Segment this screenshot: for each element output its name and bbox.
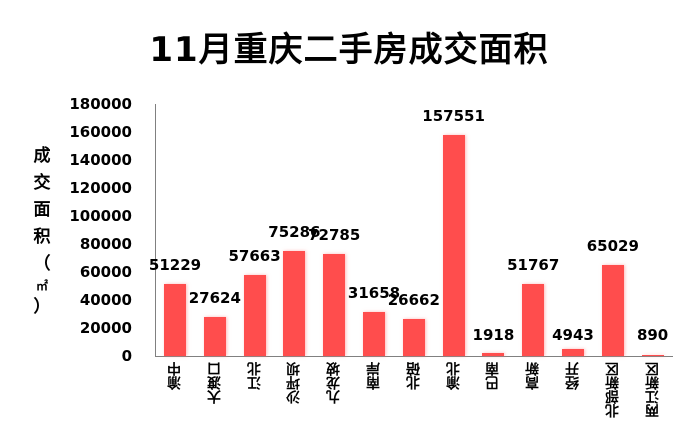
bar-value-label: 1918 <box>472 326 515 344</box>
y-axis-label-char: 交 <box>33 173 51 193</box>
y-axis-label: 成交面积 （ ㎡ ） <box>30 143 54 321</box>
y-tick-label: 40000 <box>79 291 132 309</box>
y-axis-label-char: ） <box>33 297 51 317</box>
x-tick-label-text: 江北 <box>246 362 263 390</box>
x-tick-label: 巴南 <box>483 362 503 390</box>
x-tick-label: 沙坪坝 <box>284 362 304 404</box>
y-tick-label: 180000 <box>69 95 132 113</box>
y-tick-label: 0 <box>121 347 132 365</box>
x-tick-label-text: 大渡口 <box>206 362 223 404</box>
bar-value-label: 51767 <box>507 255 560 274</box>
x-tick-label: 渝中 <box>165 362 185 390</box>
bar-value-label: 4943 <box>552 326 594 344</box>
bar <box>562 349 584 356</box>
x-axis-line <box>155 356 673 357</box>
bar <box>283 250 306 356</box>
bar <box>482 353 505 356</box>
bar <box>522 283 545 356</box>
x-tick-label: 南岸 <box>364 362 384 390</box>
x-tick-label: 高新 <box>523 362 543 390</box>
y-axis-label-char: 积 <box>33 227 51 247</box>
bar-value-label: 26662 <box>387 290 440 309</box>
y-tick-label: 60000 <box>79 263 132 281</box>
bar <box>601 264 624 356</box>
x-tick-label: 江北 <box>245 362 265 390</box>
y-axis-label-char: 面 <box>33 200 51 220</box>
bar <box>363 311 385 356</box>
x-tick-label-text: 南岸 <box>366 362 382 390</box>
bar-value-label: 72785 <box>308 226 361 245</box>
bar-value-label: 51229 <box>148 256 202 275</box>
x-tick-label-text: 渝中 <box>167 362 183 390</box>
bar <box>402 318 425 356</box>
x-tick-label-text: 巴南 <box>485 362 502 390</box>
bar-value-label: 65029 <box>586 236 639 255</box>
chart-title: 11月重庆二手房成交面积 <box>149 30 549 70</box>
bar-value-label: 890 <box>636 326 669 344</box>
y-tick-label: 20000 <box>79 319 132 337</box>
bar <box>243 275 266 356</box>
y-axis-label-char: （ <box>33 254 51 274</box>
bar-value-label: 75286 <box>268 222 321 241</box>
bar <box>164 284 186 356</box>
x-tick-label-text: 九龙坡 <box>326 362 343 404</box>
x-tick-label-text: 渝北 <box>445 362 462 390</box>
y-tick-label: 160000 <box>69 123 132 141</box>
bar <box>442 135 465 356</box>
x-tick-label: 经开 <box>563 362 583 390</box>
y-tick-label: 140000 <box>69 151 132 169</box>
x-tick-label: 北碚 <box>404 362 424 390</box>
x-tick-label-text: 沙坪坝 <box>286 362 303 404</box>
y-tick-label: 120000 <box>69 179 132 197</box>
x-tick-label: 两江新区 <box>643 362 663 418</box>
x-tick-label-text: 北部新区 <box>604 362 621 418</box>
x-tick-label: 大渡口 <box>205 362 225 404</box>
x-tick-label-text: 两江新区 <box>644 362 661 418</box>
bar-value-label: 57663 <box>228 247 281 266</box>
bar-value-label: 31658 <box>347 283 401 302</box>
x-tick-label: 北部新区 <box>603 362 623 418</box>
x-tick-label: 渝北 <box>444 362 464 390</box>
y-tick-label: 100000 <box>69 207 132 225</box>
y-axis-label-char: 成 <box>33 146 51 166</box>
bar <box>641 354 664 356</box>
y-axis-line <box>155 104 156 356</box>
bar <box>203 317 226 356</box>
x-tick-label: 九龙坡 <box>324 362 344 404</box>
bar-value-label: 157551 <box>422 107 485 126</box>
bar-value-label: 27624 <box>188 289 241 308</box>
x-tick-label-text: 经开 <box>565 362 581 390</box>
x-tick-label-text: 高新 <box>525 362 542 390</box>
x-tick-label-text: 北碚 <box>405 362 422 390</box>
bar <box>323 254 346 356</box>
y-axis-label-char: ㎡ <box>35 279 48 293</box>
y-tick-label: 80000 <box>79 235 132 253</box>
